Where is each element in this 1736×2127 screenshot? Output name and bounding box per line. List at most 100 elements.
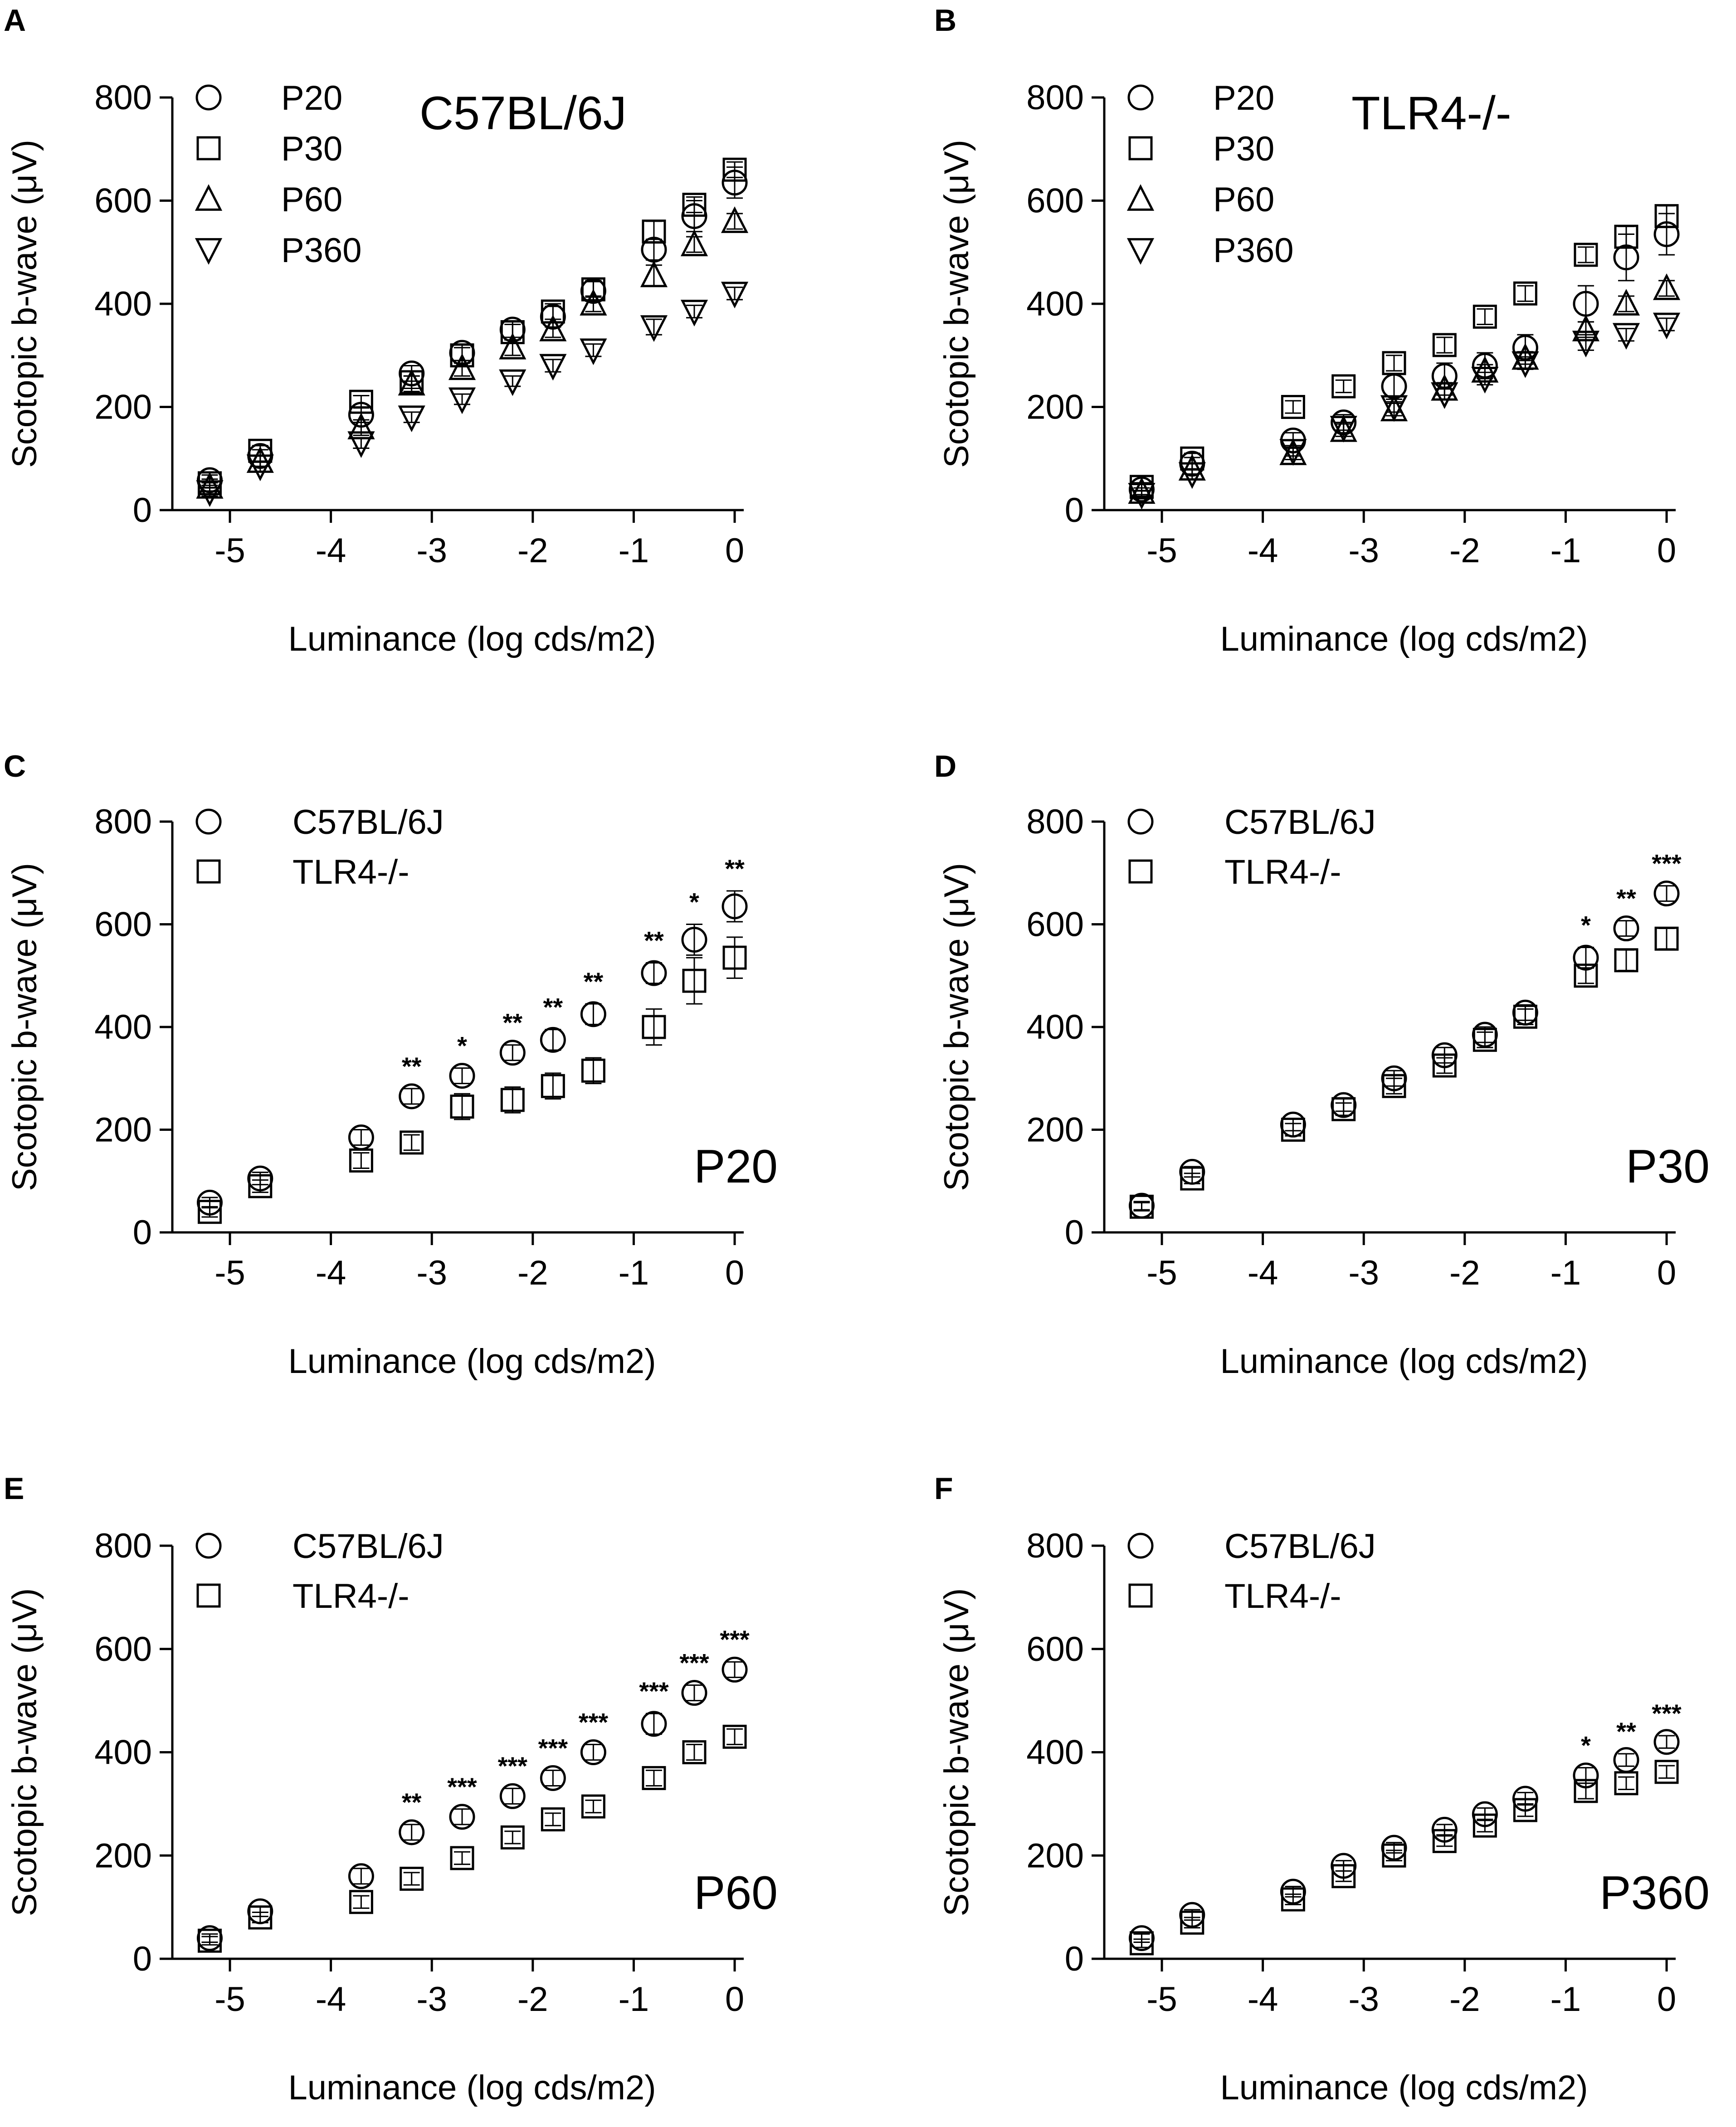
x-tick-label: 0 xyxy=(725,1254,744,1292)
y-tick-label: 800 xyxy=(94,78,152,117)
age-label: P360 xyxy=(1599,1867,1710,1919)
x-tick-label: -3 xyxy=(416,1980,447,2019)
data-point xyxy=(680,300,708,326)
data-point xyxy=(448,353,476,380)
x-tick-label: -1 xyxy=(619,1980,649,2019)
data-point xyxy=(1279,439,1307,466)
y-axis-label: Scotopic b-wave (μV) xyxy=(5,1588,44,1917)
significance-marker: ** xyxy=(584,967,604,996)
significance-marker: ** xyxy=(644,926,664,954)
y-tick-label: 200 xyxy=(94,1836,152,1875)
significance-marker: ** xyxy=(1616,1717,1636,1746)
data-point xyxy=(1330,416,1357,443)
age-label: P30 xyxy=(1626,1140,1710,1193)
series-c57bl-6j xyxy=(1128,881,1680,1219)
data-point xyxy=(448,387,476,414)
x-tick-label: -5 xyxy=(215,531,245,570)
data-point xyxy=(1574,243,1598,267)
data-point xyxy=(1473,1027,1497,1052)
data-point xyxy=(1614,1771,1638,1796)
data-point xyxy=(1431,382,1458,409)
data-point xyxy=(399,1083,425,1110)
x-tick-label: -4 xyxy=(316,1980,346,2019)
data-point xyxy=(349,1148,373,1173)
data-point xyxy=(1654,204,1679,229)
data-point xyxy=(1653,1729,1680,1755)
data-point xyxy=(1513,1798,1537,1822)
y-axis-label: Scotopic b-wave (μV) xyxy=(5,140,44,468)
data-point xyxy=(640,260,668,287)
y-tick-label: 800 xyxy=(1026,1527,1084,1565)
x-tick-label: -4 xyxy=(316,1254,346,1292)
data-point xyxy=(500,1088,525,1112)
significance-marker: ** xyxy=(1616,884,1636,913)
panel-c: C 0 200 400 600 800 -5 -4 -3 -2 -1 0 Luminance (log … xyxy=(4,749,778,1381)
data-point xyxy=(349,1890,373,1914)
y-tick-label: 400 xyxy=(1026,285,1084,323)
data-point xyxy=(449,1063,475,1089)
legend-marker-circle xyxy=(195,1533,222,1559)
legend-label: TLR4-/- xyxy=(1224,853,1341,891)
series-tlr4- xyxy=(1129,926,1679,1219)
x-tick-label: -4 xyxy=(316,531,346,570)
x-tick-label: -1 xyxy=(619,531,649,570)
data-point xyxy=(1331,374,1356,399)
significance-marker: * xyxy=(1581,910,1591,939)
significance-marker: *** xyxy=(639,1677,669,1705)
panel-letter: D xyxy=(934,749,956,784)
data-point xyxy=(1180,1166,1204,1191)
legend-marker-triangle-down xyxy=(1126,238,1155,265)
legend-marker-square xyxy=(196,859,221,884)
data-point xyxy=(1612,323,1640,350)
x-tick-label: -1 xyxy=(1551,531,1581,570)
series-p20 xyxy=(196,166,748,493)
data-point xyxy=(398,405,425,433)
data-point xyxy=(1574,964,1598,988)
significance-marker: * xyxy=(457,1032,467,1060)
data-point xyxy=(722,893,748,920)
y-tick-label: 400 xyxy=(1026,1008,1084,1046)
y-tick-label: 200 xyxy=(1026,1111,1084,1149)
panel-e: E 0 200 400 600 800 -5 -4 -3 -2 -1 0 Luminance (log … xyxy=(4,1471,778,2107)
data-point xyxy=(539,314,567,341)
significance-marker: * xyxy=(689,888,699,916)
x-tick-label: -5 xyxy=(215,1254,245,1292)
y-tick-label: 0 xyxy=(1065,1213,1084,1252)
data-point xyxy=(1382,1074,1406,1098)
data-point xyxy=(1382,1843,1406,1868)
series-tlr4- xyxy=(197,1724,747,1953)
y-tick-label: 800 xyxy=(1026,78,1084,117)
legend-label: P60 xyxy=(1213,180,1274,219)
x-tick-label: -1 xyxy=(1551,1980,1581,2019)
data-point xyxy=(1653,273,1681,300)
x-tick-label: -3 xyxy=(1348,1254,1379,1292)
panel-letter: E xyxy=(4,1471,24,1506)
significance-marker: *** xyxy=(679,1648,709,1677)
data-point xyxy=(540,1765,566,1791)
data-point xyxy=(540,1027,566,1053)
panel-f: F 0 200 400 600 800 -5 -4 -3 -2 -1 0 Luminance (log … xyxy=(934,1471,1710,2107)
data-point xyxy=(541,1074,565,1098)
legend-label: C57BL/6J xyxy=(293,1527,444,1566)
x-tick-label: 0 xyxy=(1657,1980,1676,2019)
series-p360 xyxy=(196,282,749,507)
data-point xyxy=(682,1740,707,1764)
data-point xyxy=(450,1846,474,1870)
data-point xyxy=(248,1174,273,1198)
series-p60 xyxy=(196,206,749,499)
data-point xyxy=(1281,1887,1305,1912)
data-point xyxy=(1614,948,1638,973)
data-point xyxy=(581,1794,605,1819)
x-axis-label: Luminance (log cds/m2) xyxy=(1220,620,1588,658)
significance-marker: ** xyxy=(502,1008,522,1037)
y-tick-label: 600 xyxy=(1026,905,1084,944)
y-tick-label: 800 xyxy=(1026,803,1084,841)
data-point xyxy=(1471,367,1499,394)
data-point xyxy=(722,1724,747,1749)
data-point xyxy=(1331,1097,1356,1121)
y-tick-label: 600 xyxy=(1026,182,1084,220)
x-axis-label: Luminance (log cds/m2) xyxy=(288,2069,656,2107)
data-point xyxy=(1613,915,1639,942)
legend-marker-circle xyxy=(1127,84,1154,111)
